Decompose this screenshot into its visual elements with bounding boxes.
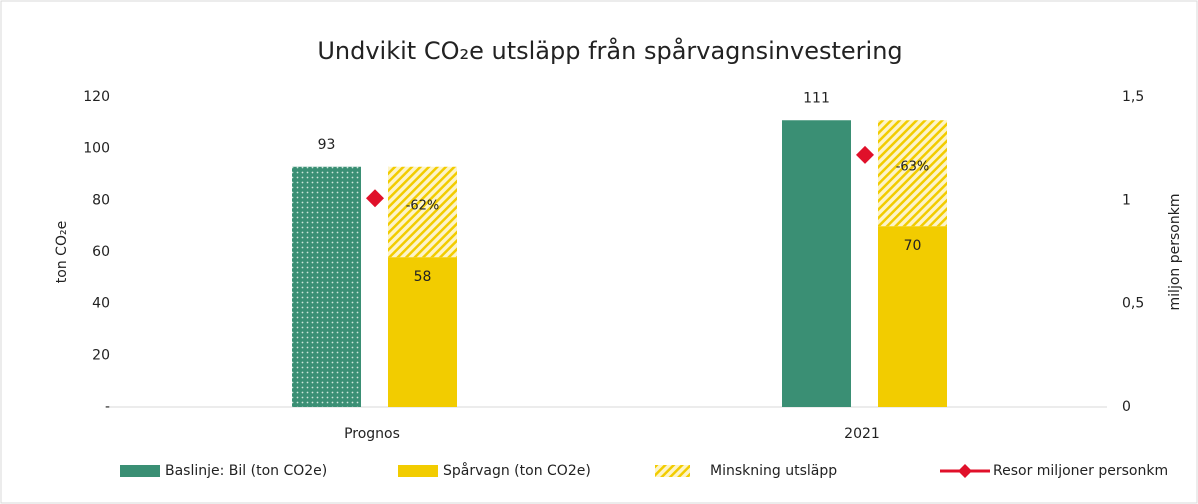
y-tick-label: - — [105, 399, 110, 415]
marker — [366, 189, 384, 208]
x-tick-label: 2021 — [844, 426, 880, 442]
y2-tick-label: 0,5 — [1122, 296, 1144, 312]
y-tick-label: 40 — [92, 296, 110, 312]
legend-swatch — [120, 465, 160, 477]
y2-tick-label: 0 — [1122, 399, 1131, 415]
bar — [782, 120, 851, 407]
y2-axis-label: miljon personkm — [1167, 194, 1183, 311]
legend-label: Minskning utsläpp — [710, 463, 837, 479]
data-label: 58 — [414, 269, 432, 285]
legend-label: Baslinje: Bil (ton CO2e) — [165, 463, 327, 479]
data-label: 111 — [803, 90, 830, 106]
legend-label: Spårvagn (ton CO2e) — [443, 462, 591, 479]
y-tick-label: 20 — [92, 347, 110, 363]
legend-swatch — [655, 465, 690, 477]
bar — [878, 226, 947, 407]
legend-label: Resor miljoner personkm — [993, 463, 1168, 479]
legend-marker — [958, 464, 972, 478]
annotation: -63% — [896, 160, 930, 175]
chart-title: Undvikit CO₂e utsläpp från spårvagnsinve… — [317, 36, 902, 65]
y-tick-label: 120 — [83, 89, 110, 105]
bar — [388, 166, 457, 258]
bar — [388, 257, 457, 407]
y-tick-label: 80 — [92, 192, 110, 208]
y-tick-label: 60 — [92, 244, 110, 260]
bar — [292, 166, 361, 407]
y2-tick-label: 1 — [1122, 192, 1131, 208]
y2-tick-label: 1,5 — [1122, 89, 1144, 105]
marker — [856, 145, 874, 164]
y-tick-label: 100 — [83, 141, 110, 157]
bar — [878, 120, 947, 227]
data-label: 70 — [904, 238, 922, 254]
legend-swatch — [398, 465, 438, 477]
annotation: -62% — [406, 198, 440, 213]
y-axis-label: ton CO₂e — [54, 221, 70, 283]
data-label: 93 — [318, 137, 336, 153]
x-tick-label: Prognos — [344, 426, 400, 442]
